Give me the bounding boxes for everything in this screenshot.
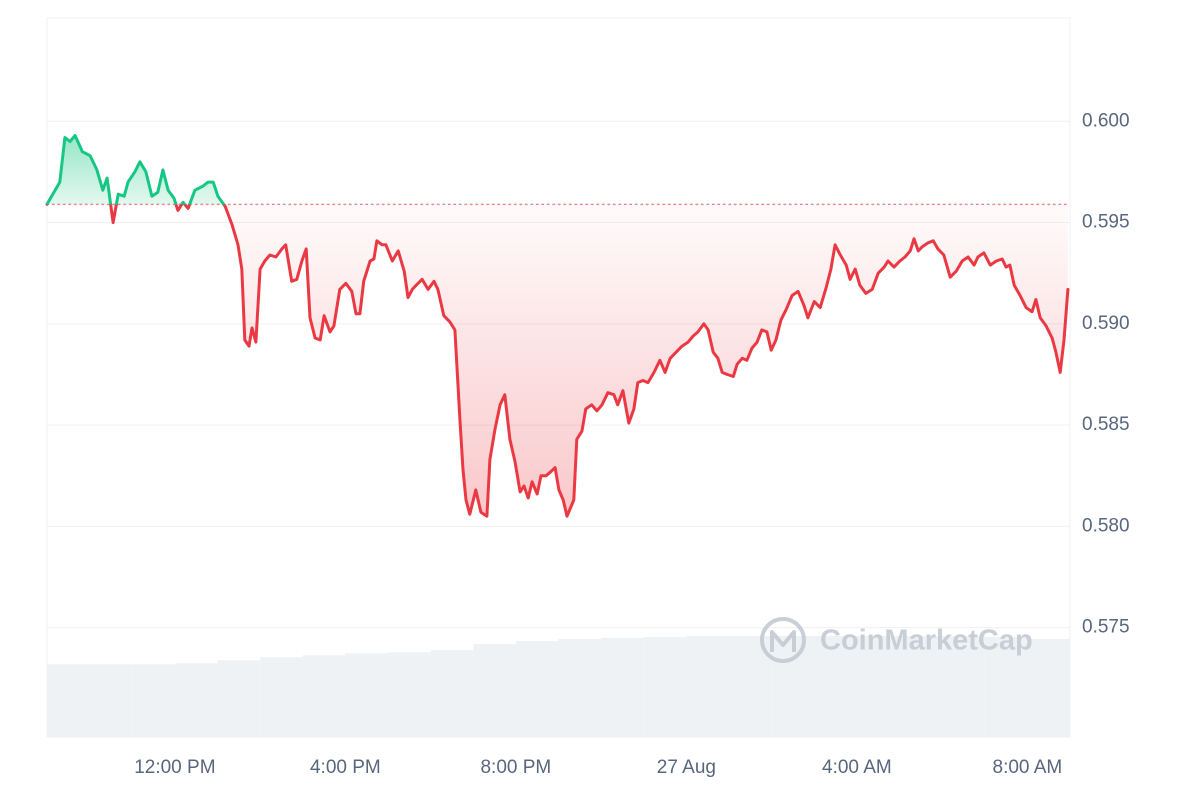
volume-bar: [899, 636, 943, 737]
y-tick-label: 0.595: [1082, 212, 1130, 233]
volume-bar: [89, 664, 133, 737]
volume-bar: [430, 650, 474, 737]
price-area: [47, 135, 1068, 517]
y-tick-label: 0.575: [1082, 617, 1130, 638]
y-tick-label: 0.580: [1082, 515, 1130, 536]
watermark-logo: [760, 617, 806, 663]
volume-bar: [942, 636, 985, 737]
x-tick-label: 12:00 PM: [134, 757, 215, 778]
volume-bar: [643, 637, 687, 737]
volume-bar: [1027, 639, 1070, 737]
volume-bar: [345, 653, 388, 737]
x-tick-label: 4:00 PM: [310, 757, 381, 778]
watermark: CoinMarketCap: [820, 625, 1033, 657]
x-tick-label: 4:00 AM: [822, 757, 892, 778]
volume-bar: [47, 664, 90, 737]
volume-bar: [217, 660, 261, 737]
volume-bar: [984, 637, 1028, 737]
watermark-group: CoinMarketCap: [760, 617, 1033, 663]
label-layer: 0.575 0.580 0.585 0.590 0.595 0.600 12:00 PM 4:…: [134, 110, 1129, 778]
volume-bar: [260, 657, 303, 737]
x-tick-label: 8:00 AM: [993, 757, 1063, 778]
x-tick-label: 27 Aug: [657, 757, 716, 778]
watermark-logo-mark: [770, 630, 796, 652]
volume-bar: [515, 641, 559, 737]
volume-bar: [856, 636, 900, 737]
plot-layer: [45, 134, 1071, 518]
volume-bar: [558, 639, 602, 737]
y-tick-label: 0.585: [1082, 414, 1130, 435]
y-tick-label: 0.590: [1082, 313, 1130, 334]
volume-bar: [302, 655, 346, 737]
volume-layer: [47, 636, 1070, 737]
volume-bar: [473, 644, 516, 737]
volume-bar: [174, 663, 218, 737]
volume-bar: [814, 636, 857, 737]
volume-bar: [686, 636, 729, 737]
y-tick-label: 0.600: [1082, 110, 1130, 131]
volume-bar: [771, 636, 815, 737]
volume-bar: [601, 638, 644, 737]
x-tick-label: 8:00 PM: [480, 757, 551, 778]
price-line: [45, 134, 1070, 518]
volume-bar: [388, 652, 431, 737]
volume-bar: [132, 664, 175, 737]
